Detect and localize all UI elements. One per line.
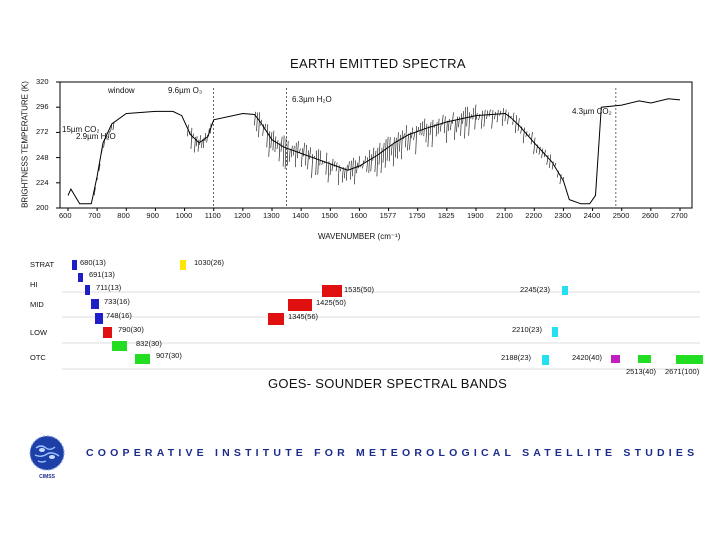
y-tick-label: 248: [36, 152, 49, 162]
band-bar: [676, 355, 703, 364]
band-label: 748(16): [106, 311, 132, 320]
x-tick-label: 600: [59, 211, 72, 220]
band-label: 907(30): [156, 351, 182, 360]
x-tick-label: 700: [88, 211, 101, 220]
band-bar: [135, 354, 150, 364]
x-tick-label: 1900: [467, 211, 484, 220]
logo-wordmark: CIMSS: [39, 474, 56, 480]
spectrum-annotation-5: 15µm CO₂: [62, 125, 100, 134]
sounder-bands-chart: [62, 260, 703, 370]
band-bar: [552, 327, 558, 337]
band-label: 1535(50): [344, 285, 375, 294]
band-row-label: OTC: [30, 353, 46, 362]
x-tick-label: 2400: [583, 211, 601, 220]
y-tick-label: 224: [36, 177, 49, 187]
band-label: 1345(56): [288, 312, 319, 321]
x-tick-label: 1100: [204, 211, 221, 220]
x-tick-label: 1200: [233, 211, 251, 220]
band-bar: [562, 286, 568, 295]
x-tick-label: 800: [117, 211, 130, 220]
x-tick-label: 1750: [408, 211, 426, 220]
x-tick-label: 1000: [175, 211, 193, 220]
x-tick-label: 900: [146, 211, 159, 220]
y-tick-label: 320: [36, 77, 49, 86]
band-label: 711(13): [96, 283, 122, 292]
band-row-label: HI: [30, 280, 38, 289]
band-bar: [85, 285, 90, 295]
band-label: 1425(50): [316, 298, 347, 307]
x-tick-label: 1577: [379, 211, 397, 220]
band-bar: [268, 313, 284, 325]
x-tick-label: 1400: [292, 211, 309, 220]
y-tick-label: 200: [36, 203, 49, 212]
spectrum-annotation-4: 4.3µm CO₂: [572, 107, 612, 116]
band-bar: [112, 341, 127, 351]
x-tick-label: 1500: [321, 211, 338, 220]
band-bar: [288, 299, 312, 311]
y-tick-label: 296: [36, 102, 49, 112]
band-label: 733(16): [104, 297, 130, 306]
spectrum-annotation-2: 9.6µm O₃: [168, 86, 203, 95]
spectrum-absorption-detail: [93, 104, 565, 196]
x-tick-label: 1825: [437, 211, 455, 220]
band-label: 1030(26): [194, 258, 225, 267]
x-tick-label: 2500: [612, 211, 630, 220]
band-bar: [78, 273, 83, 282]
spectrum-chart: [56, 81, 693, 211]
band-row-label: STRAT: [30, 260, 55, 269]
band-label: 2420(40): [572, 353, 603, 362]
x-tick-label: 2100: [496, 211, 513, 220]
band-label: 680(13): [80, 258, 106, 267]
spectrum-plot-frame: [59, 81, 693, 209]
band-bar: [542, 355, 549, 365]
band-bar: [72, 260, 77, 270]
sounder-bands-title: GOES- SOUNDER SPECTRAL BANDS: [268, 376, 508, 391]
spectrum-chart-title: EARTH EMITTED SPECTRA: [290, 56, 466, 71]
band-label: 2245(23): [520, 285, 551, 294]
band-label: 832(30): [136, 339, 162, 348]
x-tick-label: 2700: [671, 211, 688, 220]
band-label: 691(13): [89, 270, 115, 279]
spectrum-annotation-3: 6.3µm H₂O: [292, 95, 332, 104]
band-label: 790(30): [118, 325, 144, 334]
band-bar: [638, 355, 651, 363]
band-label: 2513(40): [626, 367, 657, 376]
spectrum-annotation-6: 2.9µm H₂O: [76, 132, 116, 141]
band-bar: [103, 327, 112, 338]
band-bar: [611, 355, 620, 363]
spectrum-curve: [67, 98, 681, 205]
x-tick-label: 2600: [641, 211, 659, 220]
band-label: 2188(23): [501, 353, 532, 362]
spectrum-x-axis-label: WAVENUMBER (cm⁻¹): [318, 232, 401, 241]
x-tick-label: 1600: [350, 211, 368, 220]
band-row-label: MID: [30, 300, 44, 309]
cimss-globe-logo: CIMSS: [29, 435, 65, 480]
x-tick-label: 1300: [263, 211, 280, 220]
band-row-label: LOW: [30, 328, 48, 337]
y-tick-label: 272: [36, 127, 49, 137]
band-label: 2210(23): [512, 325, 543, 334]
x-tick-label: 2200: [525, 211, 542, 220]
band-bar: [322, 285, 342, 297]
band-bar: [95, 313, 103, 324]
x-tick-label: 2300: [554, 211, 572, 220]
spectrum-annotation-1: window: [108, 86, 135, 95]
organization-name: COOPERATIVE INSTITUTE FOR METEOROLOGICAL…: [86, 447, 699, 459]
band-label: 2671(100): [665, 367, 700, 376]
band-bar: [91, 299, 99, 309]
band-bar: [180, 260, 186, 270]
